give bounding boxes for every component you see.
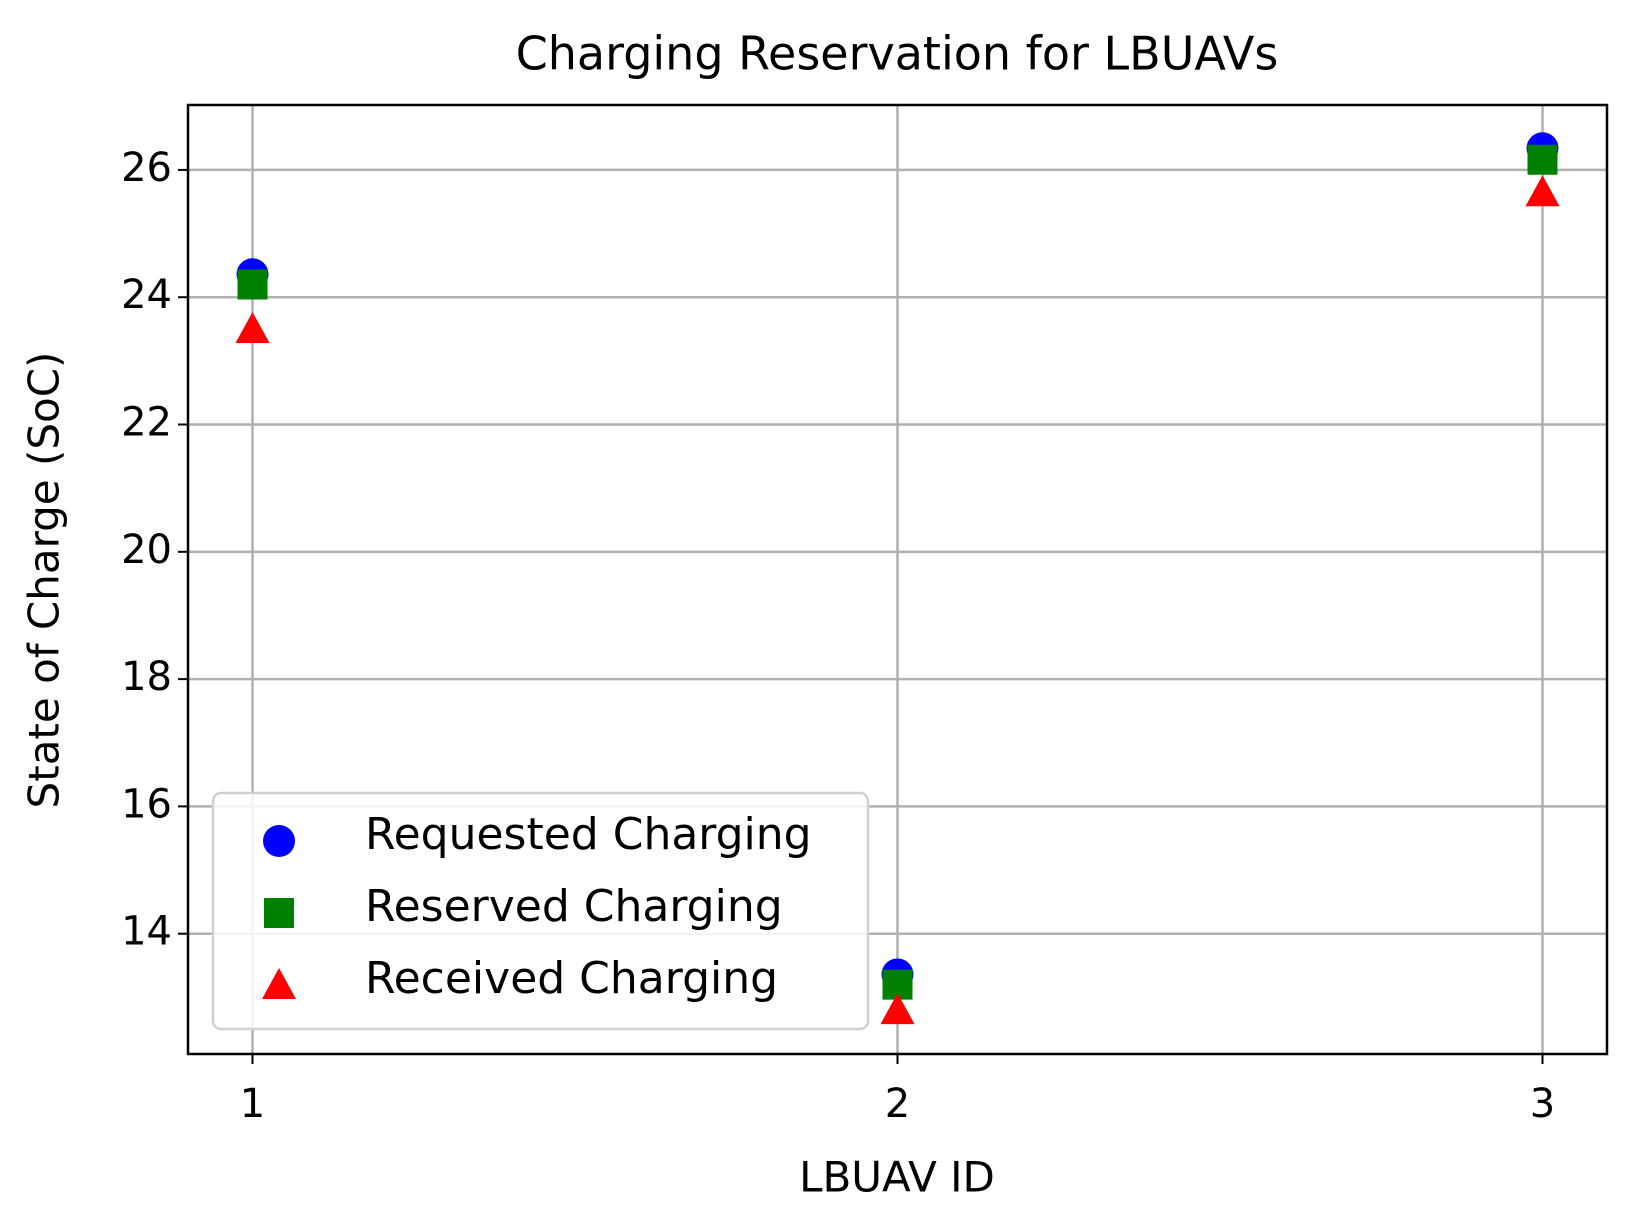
legend-label: Received Charging [365, 953, 778, 1004]
legend-label: Requested Charging [365, 809, 812, 860]
y-tick-label: 16 [121, 781, 172, 827]
x-tick-label: 1 [240, 1081, 265, 1127]
legend-marker [262, 968, 296, 999]
y-tick-label: 14 [121, 909, 172, 955]
legend-box [211, 791, 870, 1031]
y-axis-label: State of Charge (SoC) [20, 352, 69, 809]
x-tick-label: 2 [885, 1081, 910, 1127]
point [880, 993, 915, 1025]
y-tick-label: 18 [121, 654, 172, 700]
point [235, 312, 270, 344]
y-tick-label: 20 [121, 527, 172, 573]
legend-marker [264, 898, 294, 928]
point [1525, 175, 1560, 207]
y-tick-label: 22 [121, 400, 172, 446]
x-axis-label: LBUAV ID [799, 1153, 995, 1202]
chart-title: Charging Reservation for LBUAVs [516, 27, 1279, 81]
point [1527, 144, 1558, 175]
legend-label: Reserved Charging [365, 881, 783, 932]
point [237, 269, 268, 300]
y-tick-label: 26 [121, 145, 172, 191]
x-tick-label: 3 [1530, 1081, 1555, 1127]
y-tick-label: 24 [121, 272, 172, 318]
plot-frame [186, 103, 1609, 1056]
legend-marker [263, 825, 295, 857]
